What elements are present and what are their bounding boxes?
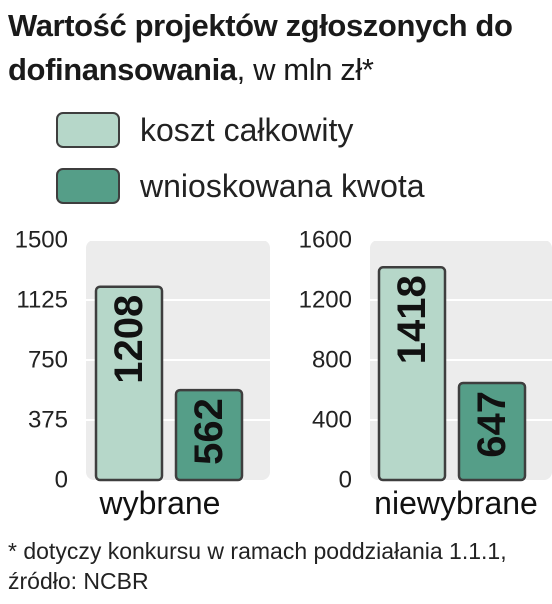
y-tick-label: 750 [28, 347, 68, 374]
bar-total-cost [377, 266, 447, 482]
bar-requested-amount [457, 381, 527, 482]
y-tick-label: 375 [28, 407, 68, 434]
y-tick-label: 1200 [299, 287, 352, 314]
x-category-label: niewybrane [374, 485, 538, 521]
legend-label-requested-amount: wnioskowana kwota [140, 168, 425, 204]
y-tick-label: 400 [312, 407, 352, 434]
y-tick-label: 800 [312, 347, 352, 374]
bar-value-label: 1418 [390, 275, 434, 364]
legend-swatch-total-cost [56, 112, 120, 148]
chart-title-unit: , w mln zł* [236, 52, 374, 87]
legend-swatch-requested-amount [56, 168, 120, 204]
bar-value-label: 562 [187, 398, 231, 465]
footnote: * dotyczy konkursu w ramach poddziałania… [8, 538, 507, 594]
y-tick-label: 1125 [16, 287, 68, 314]
legend-label-total-cost: koszt całkowity [140, 112, 354, 148]
chart-title-main: Wartość projektów zgłoszonych do dofinan… [8, 8, 513, 87]
bar-value-label: 1208 [107, 295, 151, 384]
bar-requested-amount [174, 388, 244, 482]
x-category-label: wybrane [99, 485, 221, 521]
y-tick-label: 1500 [15, 227, 68, 254]
chart-title: Wartość projektów zgłoszonych do dofinan… [8, 4, 548, 92]
y-tick-label: 0 [339, 467, 352, 494]
bar-total-cost [94, 285, 164, 482]
y-tick-label: 1600 [299, 227, 352, 254]
bar-value-label: 647 [470, 391, 514, 458]
y-tick-label: 0 [55, 467, 68, 494]
